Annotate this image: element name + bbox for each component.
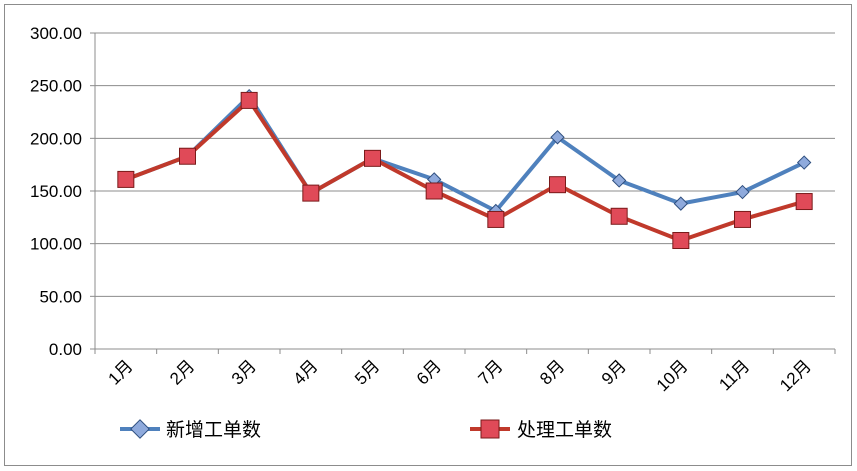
data-point-series-1 — [611, 173, 627, 188]
x-tick-label: 10月 — [653, 356, 692, 395]
x-tick-label: 3月 — [228, 356, 260, 388]
data-point-series-2 — [734, 210, 751, 228]
y-tick-label: 250.00 — [30, 77, 82, 96]
data-point-series-1 — [550, 130, 565, 145]
data-point-series-2 — [672, 232, 690, 250]
chart-frame — [4, 4, 852, 466]
axes — [90, 32, 836, 354]
x-tick-label: 4月 — [290, 356, 322, 388]
data-point-series-2 — [240, 91, 258, 109]
y-tick-labels: 0.00 50.00 100.00 150.00 200.00 250.00 300.00 — [30, 24, 82, 359]
x-tick-labels: 1月 2月 3月 4月 5月 6月 7月 8月 9月 10月 11月 12月 — [105, 356, 815, 395]
legend-marker-series-1 — [130, 419, 150, 439]
data-point-series-2 — [487, 210, 505, 228]
data-point-series-2 — [179, 147, 196, 165]
legend: 新增工单数 处理工单数 — [120, 419, 612, 441]
x-tick-label: 1月 — [105, 356, 137, 388]
data-point-series-1 — [673, 196, 689, 211]
x-tick-label: 6月 — [413, 356, 445, 388]
legend-marker-series-2 — [480, 419, 500, 439]
data-point-series-2 — [425, 182, 443, 200]
y-tick-label: 0.00 — [49, 340, 82, 359]
y-tick-label: 100.00 — [30, 235, 82, 254]
data-point-series-2 — [549, 176, 566, 194]
x-tick-label: 11月 — [715, 356, 753, 394]
y-tick-label: 150.00 — [30, 182, 82, 201]
data-point-series-1 — [735, 184, 750, 200]
legend-item-series-1: 新增工单数 — [120, 419, 261, 441]
x-tick-label: 9月 — [598, 356, 630, 388]
series — [117, 88, 813, 250]
legend-label-series-1: 新增工单数 — [166, 419, 261, 441]
y-tick-label: 300.00 — [30, 24, 82, 43]
gridlines — [95, 32, 835, 297]
legend-label-series-2: 处理工单数 — [517, 419, 612, 441]
legend-item-series-2: 处理工单数 — [470, 419, 612, 441]
x-tick-label: 2月 — [166, 356, 198, 388]
data-point-series-2 — [364, 149, 381, 167]
data-point-series-2 — [610, 207, 628, 225]
series-line-2 — [123, 98, 807, 243]
y-tick-label: 50.00 — [39, 287, 82, 306]
x-tick-label: 8月 — [536, 356, 568, 388]
x-tick-label: 5月 — [351, 356, 383, 388]
data-point-series-2 — [117, 170, 135, 188]
x-tick-label: 7月 — [475, 356, 507, 388]
data-point-series-1 — [796, 155, 812, 170]
series-line-1 — [123, 94, 807, 214]
x-tick-label: 12月 — [776, 356, 815, 395]
y-tick-label: 200.00 — [30, 129, 82, 148]
data-point-series-2 — [302, 184, 320, 202]
data-point-series-2 — [795, 193, 813, 211]
